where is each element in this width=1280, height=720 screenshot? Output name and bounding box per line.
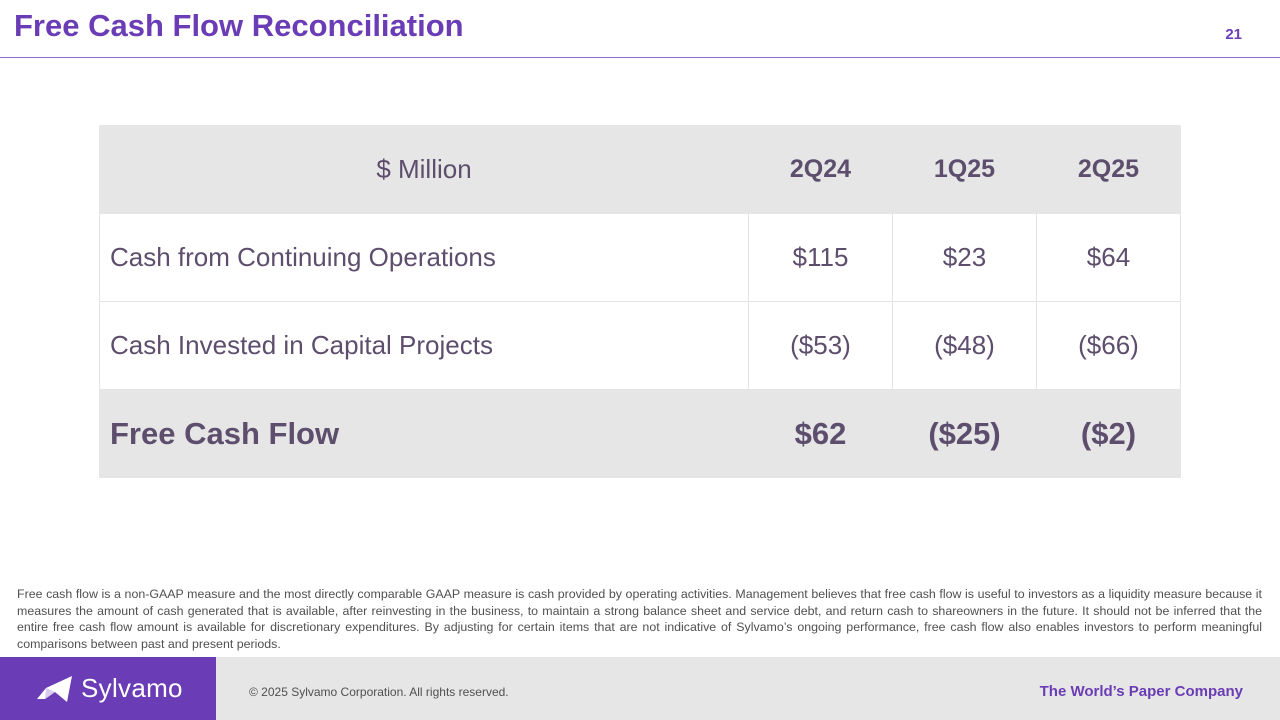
- brand-logo: Sylvamo: [0, 657, 216, 720]
- cell-value: $64: [1036, 213, 1181, 302]
- logo-wordmark: Sylvamo: [81, 673, 183, 703]
- table-row: Cash from Continuing Operations $115 $23…: [99, 213, 1181, 302]
- cell-value: ($53): [748, 301, 893, 390]
- copyright-notice: © 2025 Sylvamo Corporation. All rights r…: [249, 685, 509, 699]
- slide-title: Free Cash Flow Reconciliation: [14, 8, 464, 43]
- cell-value: ($48): [892, 301, 1037, 390]
- free-cash-flow-table: $ Million 2Q24 1Q25 2Q25 Cash from Conti…: [99, 125, 1181, 478]
- header-period-2q24: 2Q24: [748, 125, 893, 214]
- title-divider: [0, 57, 1280, 58]
- cell-value: ($66): [1036, 301, 1181, 390]
- row-label: Cash Invested in Capital Projects: [99, 301, 749, 390]
- total-value: ($2): [1036, 389, 1181, 478]
- footer-bar: Sylvamo © 2025 Sylvamo Corporation. All …: [0, 657, 1280, 720]
- company-tagline: The World’s Paper Company: [1039, 683, 1243, 700]
- total-row-label: Free Cash Flow: [99, 389, 749, 478]
- sylvamo-leaf-icon: [37, 675, 72, 702]
- table-row: Cash Invested in Capital Projects ($53) …: [99, 301, 1181, 390]
- table-header-row: $ Million 2Q24 1Q25 2Q25: [99, 125, 1181, 214]
- cell-value: $115: [748, 213, 893, 302]
- header-period-2q25: 2Q25: [1036, 125, 1181, 214]
- page-number: 21: [1225, 26, 1242, 43]
- row-label: Cash from Continuing Operations: [99, 213, 749, 302]
- total-value: ($25): [892, 389, 1037, 478]
- total-value: $62: [748, 389, 893, 478]
- header-unit-label: $ Million: [99, 125, 749, 214]
- cell-value: $23: [892, 213, 1037, 302]
- footnote: Free cash flow is a non-GAAP measure and…: [17, 587, 1262, 651]
- table-total-row: Free Cash Flow $62 ($25) ($2): [99, 389, 1181, 478]
- header-period-1q25: 1Q25: [892, 125, 1037, 214]
